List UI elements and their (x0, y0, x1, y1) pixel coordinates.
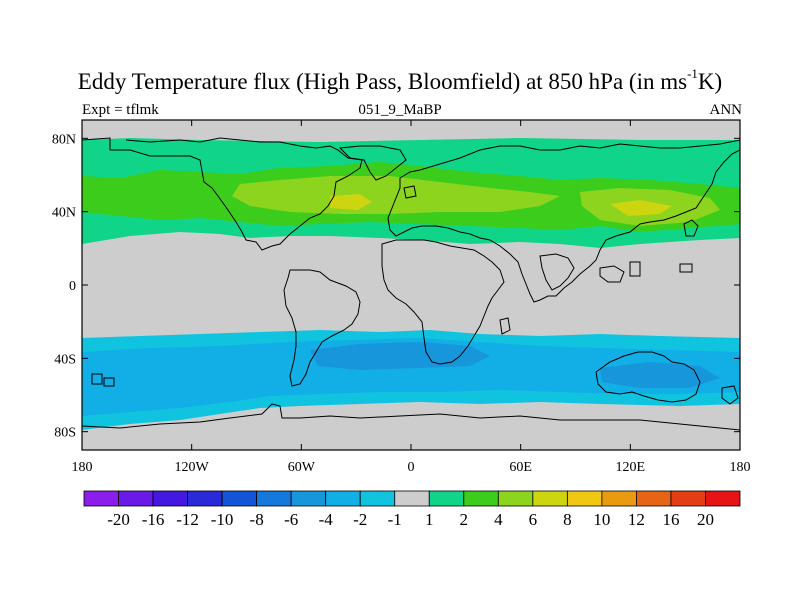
colorbar-swatch (360, 491, 395, 506)
colorbar-swatch (188, 491, 223, 506)
lon-tick-label: 60W (288, 460, 316, 475)
colorbar-swatch (84, 491, 119, 506)
lon-tick-label: 180 (72, 460, 93, 475)
lat-tick-label: 80N (52, 132, 76, 147)
colorbar-swatch (291, 491, 326, 506)
colorbar-swatch (464, 491, 499, 506)
colorbar-label: 1 (425, 510, 434, 529)
colorbar-swatch (498, 491, 533, 506)
colorbar-label: 12 (628, 510, 645, 529)
colorbar-label: -16 (142, 510, 165, 529)
colorbar-swatch (326, 491, 361, 506)
colorbar-label: 20 (697, 510, 714, 529)
colorbar-swatch (429, 491, 464, 506)
colorbar-swatch (257, 491, 292, 506)
lon-tick-label: 0 (408, 460, 415, 475)
colorbar-swatch (671, 491, 706, 506)
colorbar-swatch (567, 491, 602, 506)
colorbar-label: 16 (662, 510, 679, 529)
colorbar-label: 6 (529, 510, 538, 529)
colorbar-swatch (222, 491, 257, 506)
lon-tick-label: 120E (616, 460, 646, 475)
lon-tick-label: 60E (509, 460, 532, 475)
colorbar-swatch (602, 491, 637, 506)
flux-map: 180 120W 60W 0 60E 120E 180 80N40N040S80S -20-… (0, 0, 800, 600)
lat-tick-label: 40N (52, 206, 76, 221)
lon-tick-label: 180 (730, 460, 751, 475)
colorbar-swatch (705, 491, 740, 506)
colorbar-label: 2 (460, 510, 469, 529)
colorbar-label: -1 (388, 510, 402, 529)
colorbar-label: -20 (107, 510, 130, 529)
colorbar-label: 4 (494, 510, 503, 529)
colorbar-label: -8 (250, 510, 264, 529)
lat-tick-label: 0 (69, 279, 76, 294)
colorbar-swatch (395, 491, 430, 506)
colorbar-label: -12 (176, 510, 199, 529)
colorbar-label: 8 (563, 510, 572, 529)
colorbar-swatch (153, 491, 188, 506)
lon-tick-label: 120W (175, 460, 210, 475)
colorbar-swatch (636, 491, 671, 506)
colorbar-label: -10 (211, 510, 234, 529)
colorbar-swatch (533, 491, 568, 506)
colorbar-label: -2 (353, 510, 367, 529)
colorbar-label: 10 (593, 510, 610, 529)
colorbar-swatch (119, 491, 154, 506)
lat-tick-label: 80S (54, 426, 76, 441)
colorbar-label: -6 (284, 510, 298, 529)
lat-tick-label: 40S (54, 352, 76, 367)
colorbar: -20 -16 -12 -10 -8 -6 -4 -2 -1 1 2 4 6 8 10 12 16 20 (84, 491, 740, 529)
colorbar-label: -4 (319, 510, 334, 529)
